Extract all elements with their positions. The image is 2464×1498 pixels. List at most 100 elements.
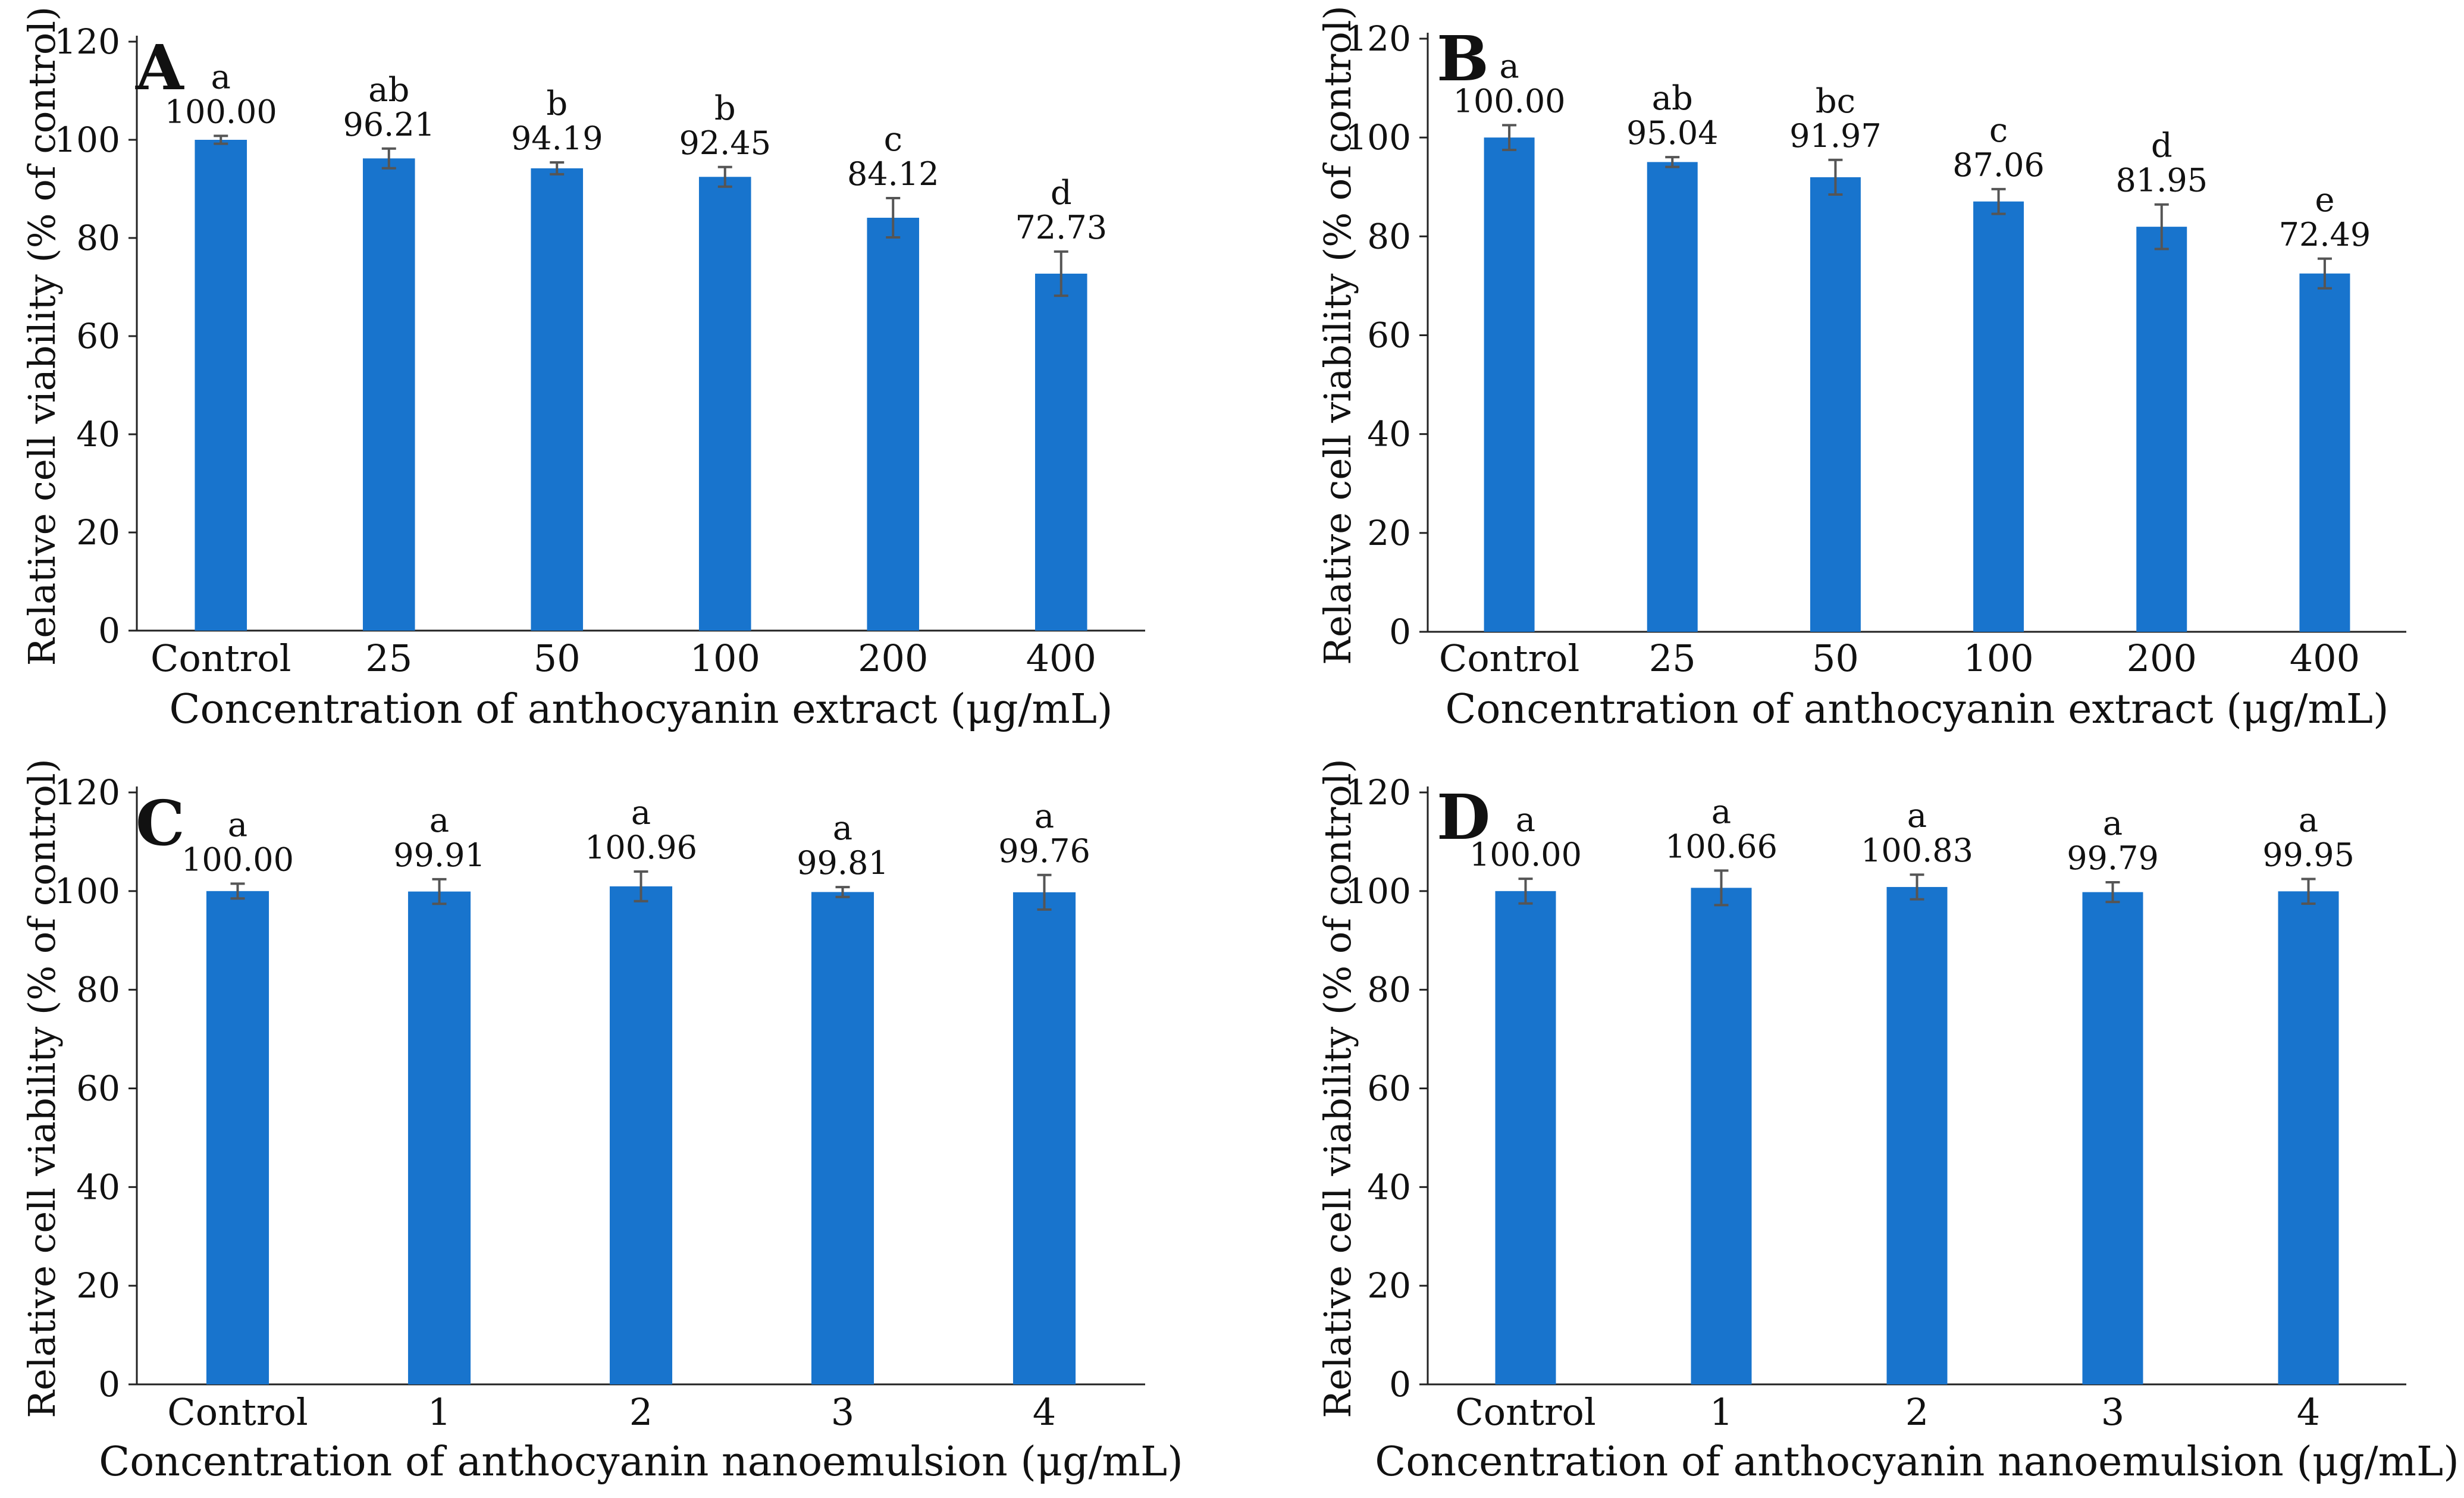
x-axis-title: Concentration of anthocyanin extract (μg…: [169, 686, 1112, 733]
significance-letter: ab: [1652, 79, 1693, 118]
panel-label: C: [136, 786, 185, 860]
x-tick-label: 4: [2297, 1390, 2320, 1434]
x-tick-label: 50: [1812, 637, 1859, 680]
panel-label: A: [135, 31, 184, 104]
bar: [2299, 273, 2350, 632]
significance-letter: a: [2299, 801, 2318, 840]
y-axis-title: Relative cell viability (% of control): [1316, 759, 1359, 1418]
x-tick-label: Control: [167, 1390, 308, 1434]
data-label: 99.76: [998, 832, 1090, 870]
bar: [1973, 201, 2024, 632]
x-tick-label: 200: [2127, 637, 2197, 680]
significance-letter: a: [211, 58, 231, 96]
data-label: 100.00: [165, 93, 277, 130]
data-label: 96.21: [343, 106, 435, 143]
bar: [1810, 177, 1861, 632]
y-tick-label: 20: [76, 512, 120, 553]
y-tick-label: 100: [54, 120, 120, 160]
significance-letter: a: [631, 794, 651, 832]
significance-letter: a: [1516, 801, 1535, 839]
significance-letter: d: [1051, 174, 1072, 212]
significance-letter: ab: [368, 71, 409, 109]
significance-letter: a: [228, 806, 247, 844]
panel-label: D: [1437, 781, 1490, 854]
bar: [1012, 892, 1076, 1384]
y-tick-label: 80: [1367, 970, 1411, 1010]
bar: [811, 892, 874, 1384]
data-label: 100.83: [1861, 832, 1973, 869]
x-tick-label: Control: [1439, 637, 1579, 680]
x-tick-label: 200: [858, 637, 928, 680]
y-tick-label: 100: [54, 871, 120, 911]
y-tick-label: 20: [76, 1265, 120, 1306]
data-label: 91.97: [1789, 117, 1882, 155]
data-label: 94.19: [511, 120, 603, 157]
x-tick-label: Control: [151, 637, 291, 680]
data-label: 81.95: [2115, 162, 2208, 199]
panel-c: 020406080100120100.00aControl99.91a1100.…: [20, 759, 1183, 1486]
x-tick-label: 3: [2101, 1390, 2124, 1434]
significance-letter: a: [2103, 804, 2123, 843]
bar: [698, 177, 751, 631]
x-tick-label: 4: [1033, 1390, 1056, 1434]
bar: [362, 158, 415, 631]
data-label: 100.00: [1469, 836, 1582, 873]
data-label: 95.04: [1626, 114, 1719, 152]
y-tick-label: 0: [1389, 1364, 1411, 1405]
x-tick-label: 400: [2290, 637, 2360, 680]
bar: [1647, 162, 1698, 632]
bar: [195, 140, 247, 631]
bar: [206, 891, 269, 1384]
y-tick-label: 80: [1367, 216, 1411, 256]
data-label: 100.66: [1665, 828, 1778, 865]
y-tick-label: 40: [1367, 1167, 1411, 1207]
y-axis-title: Relative cell viability (% of control): [20, 759, 64, 1418]
bar: [407, 891, 471, 1384]
significance-letter: a: [1499, 47, 1519, 86]
x-tick-label: 50: [534, 637, 581, 680]
y-tick-label: 100: [1345, 871, 1411, 911]
x-tick-label: 25: [1649, 637, 1696, 680]
bar: [2136, 227, 2187, 632]
bar: [867, 218, 920, 631]
bar: [1484, 137, 1535, 632]
significance-letter: b: [546, 84, 568, 123]
data-label: 87.06: [1952, 146, 2045, 184]
x-tick-label: 100: [690, 637, 760, 680]
data-label: 92.45: [679, 124, 771, 162]
x-tick-label: 2: [629, 1390, 653, 1434]
panel-d: 020406080100120100.00aControl100.66a1100…: [1316, 759, 2459, 1486]
y-tick-label: 100: [1345, 117, 1411, 158]
significance-letter: a: [833, 809, 852, 848]
x-axis-title: Concentration of anthocyanin nanoemulsio…: [99, 1439, 1183, 1486]
y-tick-label: 20: [1367, 513, 1411, 553]
x-tick-label: 25: [365, 637, 412, 680]
x-axis-title: Concentration of anthocyanin extract (μg…: [1445, 686, 2388, 733]
bar: [531, 168, 584, 631]
bar: [1495, 891, 1556, 1384]
bar: [2278, 891, 2339, 1384]
significance-letter: d: [2151, 127, 2173, 165]
y-tick-label: 40: [1367, 414, 1411, 455]
significance-letter: a: [1907, 797, 1927, 835]
x-tick-label: 100: [1963, 637, 2033, 680]
y-tick-label: 60: [1367, 315, 1411, 356]
y-tick-label: 0: [98, 1364, 120, 1405]
data-label: 84.12: [847, 155, 939, 193]
x-tick-label: 1: [428, 1390, 451, 1434]
data-label: 72.73: [1015, 209, 1107, 246]
data-label: 100.00: [181, 841, 294, 878]
significance-letter: c: [1989, 111, 2008, 150]
y-tick-label: 120: [54, 772, 120, 813]
y-tick-label: 60: [1367, 1068, 1411, 1109]
y-tick-label: 120: [1345, 772, 1411, 813]
data-label: 99.79: [2067, 839, 2159, 877]
y-tick-label: 20: [1367, 1265, 1411, 1306]
x-tick-label: Control: [1455, 1390, 1595, 1434]
x-tick-label: 2: [1905, 1390, 1929, 1434]
y-tick-label: 60: [76, 316, 120, 356]
x-tick-label: 3: [831, 1390, 854, 1434]
